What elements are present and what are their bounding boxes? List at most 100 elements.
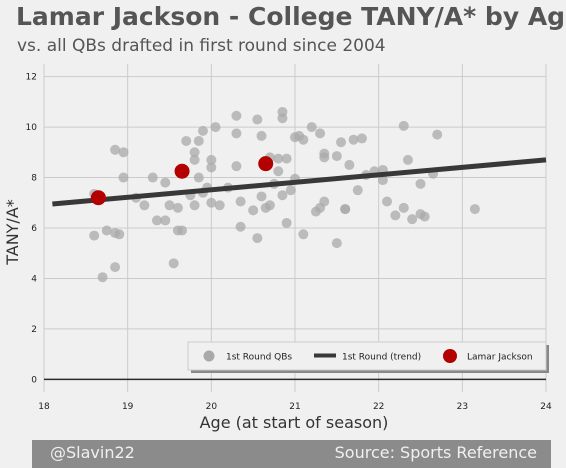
qb-point	[172, 202, 183, 213]
y-tick-labels: 0 2 4 6 8 10 12	[26, 73, 38, 386]
qb-point	[189, 154, 200, 165]
qb-point	[285, 185, 296, 196]
qb-point	[160, 177, 171, 188]
qb-point	[382, 196, 393, 207]
qb-point	[281, 217, 292, 228]
qb-point	[348, 134, 359, 145]
legend-box	[187, 341, 547, 371]
x-tick-label: 24	[540, 402, 552, 412]
qb-point	[432, 129, 443, 140]
y-tick-label: 6	[31, 224, 37, 234]
y-tick-label: 4	[31, 274, 37, 284]
qb-point	[407, 214, 418, 225]
legend-label-qbs: 1st Round QBs	[226, 353, 292, 363]
x-tick-label: 23	[457, 402, 468, 412]
x-tick-label: 19	[122, 402, 134, 412]
qb-point	[189, 200, 200, 211]
qb-point	[331, 238, 342, 249]
qb-point	[398, 202, 409, 213]
qb-point	[390, 210, 401, 221]
y-tick-label: 12	[26, 73, 37, 83]
trend-line	[52, 157, 547, 207]
qb-point	[273, 166, 284, 177]
qb-point	[256, 191, 267, 202]
qb-point	[210, 122, 221, 133]
grid-lines	[43, 64, 547, 392]
qb-point	[231, 128, 242, 139]
qb-point	[377, 175, 388, 186]
legend-label-lamar: Lamar Jackson	[467, 353, 533, 363]
chart-subtitle: vs. all QBs drafted in first round since…	[17, 36, 386, 56]
qb-point	[336, 137, 347, 148]
qb-point	[164, 200, 175, 211]
qb-point	[319, 196, 330, 207]
qb-point	[114, 229, 125, 240]
lamar-point	[258, 156, 274, 172]
qb-point	[197, 125, 208, 136]
qb-point	[177, 225, 188, 236]
qb-point	[189, 147, 200, 158]
qb-point	[356, 133, 367, 144]
qb-point	[352, 185, 363, 196]
qb-point	[264, 200, 275, 211]
qb-point	[281, 153, 292, 164]
qb-point	[402, 154, 413, 165]
qb-point	[248, 205, 259, 216]
qb-point	[398, 120, 409, 131]
qb-point	[319, 152, 330, 163]
y-tick-label: 8	[31, 174, 37, 184]
x-tick-label: 20	[206, 402, 218, 412]
qb-point	[193, 172, 204, 183]
legend-marker-lamar	[443, 349, 457, 363]
y-tick-label: 10	[26, 123, 38, 133]
y-axis-label: TANY/A*	[3, 199, 22, 266]
qb-point	[298, 229, 309, 240]
x-tick-label: 22	[373, 402, 384, 412]
qb-point	[306, 122, 317, 133]
x-tick-label: 18	[38, 402, 50, 412]
qb-point	[235, 221, 246, 232]
legend-label-trend: 1st Round (trend)	[342, 353, 421, 363]
qb-point	[193, 135, 204, 146]
y-tick-label: 0	[31, 375, 37, 385]
qb-point	[331, 151, 342, 162]
qb-point	[277, 190, 288, 201]
qb-point	[89, 230, 100, 241]
qb-point	[340, 204, 351, 215]
lamar-points	[90, 156, 274, 206]
x-axis-label: Age (at start of season)	[200, 413, 389, 432]
qb-point	[118, 147, 129, 158]
qb-point	[419, 211, 430, 222]
author-handle: @Slavin22	[50, 443, 135, 462]
qb-point	[139, 200, 150, 211]
lamar-point	[174, 163, 190, 179]
qb-point	[415, 178, 426, 189]
qb-point	[97, 272, 108, 283]
qb-point	[231, 161, 242, 172]
qb-point	[277, 113, 288, 124]
legend-marker-qbs	[203, 350, 215, 362]
qb-point	[181, 135, 192, 146]
qb-point	[252, 114, 263, 125]
qb-point	[256, 130, 267, 141]
qb-point	[214, 200, 225, 211]
qb-point	[101, 225, 112, 236]
qb-point	[231, 110, 242, 121]
qb-point	[110, 144, 121, 155]
qb-point	[206, 197, 217, 208]
qb-point	[252, 233, 263, 244]
qb-point	[273, 153, 284, 164]
qb-point	[298, 134, 309, 145]
qb-point	[110, 262, 121, 273]
footer-bar: @Slavin22 Source: Sports Reference	[32, 440, 551, 468]
chart-title: Lamar Jackson - College TANY/A* by Age	[16, 2, 566, 31]
y-tick-label: 2	[31, 325, 37, 335]
qb-point	[118, 172, 129, 183]
qb-point	[160, 215, 171, 226]
qb-point	[206, 154, 217, 165]
x-tick-labels: 18 19 20 21 22 23 24	[38, 402, 552, 412]
qb-point	[315, 128, 326, 139]
qb-point	[469, 204, 480, 215]
x-tick-label: 21	[289, 402, 300, 412]
